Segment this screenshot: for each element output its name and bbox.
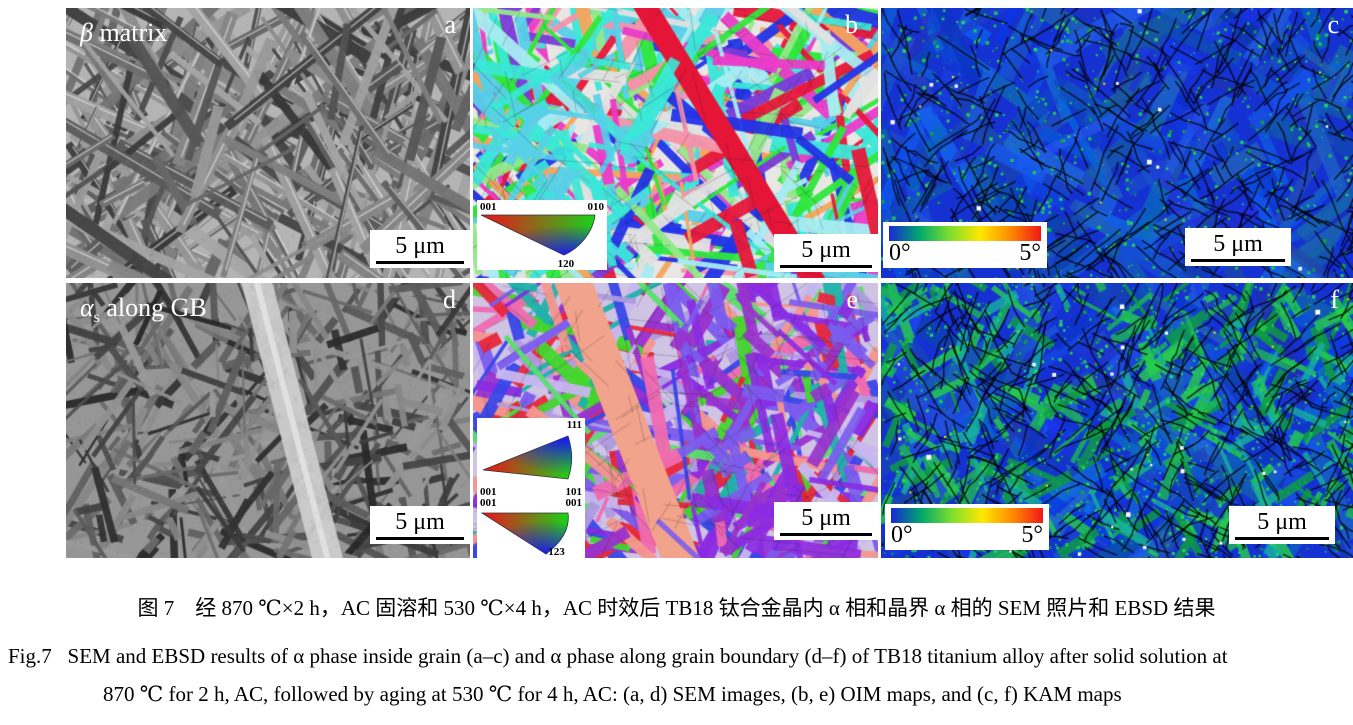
panel-d: αs along GB d 5 μm <box>66 283 470 558</box>
scale-bar-line <box>1191 259 1285 262</box>
ipf-label-001: 001 <box>480 485 497 498</box>
scale-bar-label: 5 μm <box>1213 230 1263 257</box>
ipf-label-001: 001 <box>480 201 497 213</box>
panel-letter-a: a <box>444 10 456 39</box>
kam-colorbar-f: 0° 5° <box>885 503 1049 550</box>
ipf-label-101: 101 <box>565 485 583 498</box>
ipf-label-001: 001 <box>565 497 583 510</box>
scale-bar-line <box>1235 537 1329 540</box>
ipf-legend-b: 001 010 120 <box>477 200 607 270</box>
scale-bar-label: 5 μm <box>395 232 445 259</box>
caption-chinese: 图 7 经 870 ℃×2 h，AC 固溶和 530 ℃×4 h，AC 时效后 … <box>137 596 1216 620</box>
phase-label-alpha-gb: αs along GB <box>80 293 207 327</box>
ipf-color-triangle-lower <box>480 512 569 555</box>
ipf-color-wedge <box>480 214 596 255</box>
scale-bar-b: 5 μm <box>774 233 878 272</box>
panel-b: b 001 010 120 5 μm <box>473 8 878 278</box>
ipf-label-120: 120 <box>557 258 575 270</box>
ipf-label-001: 001 <box>480 497 497 510</box>
scale-bar-line <box>780 265 872 268</box>
panel-a: β matrix a 5 μm <box>66 8 470 278</box>
kam-gradient-bar <box>891 507 1043 523</box>
kam-min-label: 0° <box>889 239 911 266</box>
kam-max-label: 5° <box>1021 521 1043 548</box>
scale-bar-line <box>376 537 464 540</box>
kam-min-label: 0° <box>891 521 913 548</box>
scale-bar-f: 5 μm <box>1229 505 1335 544</box>
ipf-label-010: 010 <box>587 201 605 213</box>
caption-english-line2: 870 ℃ for 2 h, AC, followed by aging at … <box>103 682 1122 706</box>
panel-c: c 0° 5° 5 μm <box>881 8 1353 278</box>
scale-bar-line <box>780 533 872 536</box>
scale-bar-label: 5 μm <box>395 508 445 535</box>
phase-label-beta-matrix: β matrix <box>80 18 168 47</box>
scale-bar-a: 5 μm <box>370 229 470 268</box>
ipf-legend-e: 111 001 101 001 001 <box>477 418 585 558</box>
panel-e: e 111 001 101 001 001 <box>473 283 878 558</box>
caption-english-line1: Fig.7 SEM and EBSD results of α phase in… <box>8 644 1228 668</box>
panel-letter-d: d <box>443 285 456 314</box>
scale-bar-label: 5 μm <box>1257 508 1307 535</box>
scale-bar-label: 5 μm <box>801 504 851 531</box>
kam-max-label: 5° <box>1019 239 1041 266</box>
scale-bar-line <box>376 261 464 264</box>
panel-letter-b: b <box>845 10 858 39</box>
kam-colorbar-c: 0° 5° <box>883 221 1047 268</box>
ipf-color-triangle-upper <box>482 435 573 479</box>
scale-bar-c: 5 μm <box>1185 227 1291 266</box>
panel-letter-c: c <box>1327 10 1339 39</box>
scale-bar-d: 5 μm <box>370 505 470 544</box>
panel-letter-e: e <box>846 285 858 314</box>
scale-bar-e: 5 μm <box>774 501 878 540</box>
ipf-label-123: 123 <box>548 546 565 558</box>
kam-gradient-bar <box>889 225 1041 241</box>
panel-f: f 0° 5° 5 μm <box>881 283 1353 558</box>
panel-letter-f: f <box>1330 285 1339 314</box>
scale-bar-label: 5 μm <box>801 236 851 263</box>
ipf-label-111: 111 <box>566 419 582 431</box>
